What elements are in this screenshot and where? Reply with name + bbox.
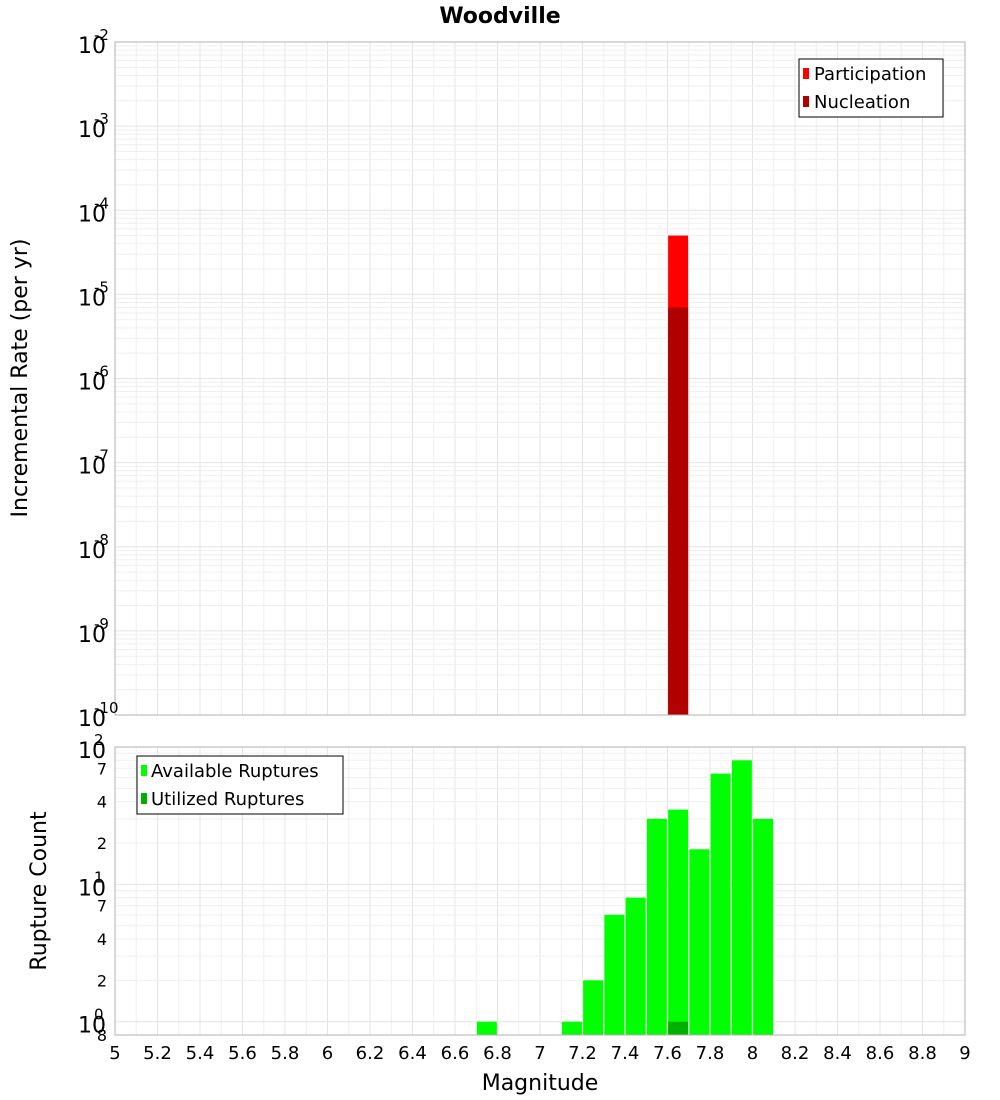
x-tick-label: 8.8 (908, 1043, 937, 1064)
top-y-axis-label: Incremental Rate (per yr) (8, 239, 33, 518)
bottom-y-minor-tick-label: 8 (97, 1026, 107, 1045)
top-y-tick-label: 10 (78, 286, 106, 311)
legend-label-available: Available Ruptures (151, 761, 319, 782)
bar-available-ruptures (476, 1021, 497, 1035)
bottom-y-tick-exponent: 1 (94, 868, 104, 886)
x-tick-label: 7.8 (696, 1043, 725, 1064)
bottom-bars (476, 760, 774, 1035)
bar-available-ruptures (753, 818, 774, 1035)
top-y-tick-exponent: -9 (94, 615, 109, 633)
x-tick-label: 7.4 (611, 1043, 640, 1064)
legend-swatch-available (141, 765, 147, 776)
bottom-y-tick-label: 10 (78, 739, 106, 764)
bottom-y-minor-tick-label: 7 (97, 897, 107, 916)
top-y-tick-exponent: -3 (94, 110, 109, 128)
top-y-tick-label: 10 (78, 34, 106, 59)
chart-title: Woodville (439, 4, 560, 29)
x-tick-label: 5.4 (186, 1043, 215, 1064)
bar-available-ruptures (646, 818, 667, 1035)
bar-available-ruptures (710, 773, 731, 1035)
bottom-plot-area (114, 746, 966, 1036)
x-tick-label: 6.4 (398, 1043, 427, 1064)
x-tick-label: 5 (109, 1043, 120, 1064)
x-tick-label: 6.2 (356, 1043, 385, 1064)
x-tick-label: 8 (747, 1043, 758, 1064)
bottom-y-minor-tick-label: 4 (97, 930, 107, 949)
bottom-y-tick-label: 10 (78, 1014, 106, 1039)
bar-available-ruptures (625, 897, 646, 1035)
legend-label-utilized: Utilized Ruptures (151, 789, 304, 810)
x-tick-label: 7.2 (568, 1043, 597, 1064)
x-tick-label: 7.6 (653, 1043, 682, 1064)
bottom-legend: Available Ruptures Utilized Ruptures (136, 755, 344, 815)
top-y-tick-exponent: -6 (94, 363, 109, 381)
top-gridlines (114, 42, 966, 716)
top-y-tick-exponent: -4 (94, 194, 109, 212)
x-tick-label: 8.2 (781, 1043, 810, 1064)
top-y-tick-exponent: -7 (94, 447, 109, 465)
x-tick-label: 8.6 (866, 1043, 895, 1064)
legend-swatch-utilized (141, 793, 147, 804)
top-y-tick-exponent: -10 (94, 699, 119, 717)
x-tick-label: 7 (534, 1043, 545, 1064)
bottom-y-minor-tick-label: 2 (97, 834, 107, 853)
top-y-tick-exponent: -5 (94, 278, 109, 296)
legend-label-nucleation: Nucleation (814, 92, 910, 113)
top-bars (668, 235, 689, 715)
x-tick-label: 6.8 (483, 1043, 512, 1064)
legend-swatch-participation (803, 68, 809, 79)
bar-nucleation (668, 307, 689, 715)
x-tick-label: 6 (322, 1043, 333, 1064)
bottom-legend-box (136, 755, 344, 815)
bar-available-ruptures (731, 760, 752, 1035)
top-y-tick-label: 10 (78, 455, 106, 480)
top-y-tick-label: 10 (78, 202, 106, 227)
bottom-y-minor-tick-label: 2 (97, 971, 107, 990)
top-plot-area (114, 41, 966, 716)
x-axis-label: Magnitude (482, 1071, 599, 1096)
bottom-y-tick-exponent: 2 (94, 731, 104, 749)
bottom-y-minor-tick-label: 4 (97, 793, 107, 812)
top-legend: Participation Nucleation (798, 58, 944, 118)
top-legend-box (798, 58, 944, 118)
x-tick-label: 6.6 (441, 1043, 470, 1064)
top-y-ticks: 10-210-310-410-510-610-710-810-910-10 (78, 26, 119, 732)
legend-swatch-nucleation (803, 96, 809, 107)
x-tick-label: 5.2 (143, 1043, 172, 1064)
x-tick-label: 5.8 (271, 1043, 300, 1064)
bottom-y-axis-label: Rupture Count (27, 811, 52, 971)
top-y-tick-exponent: -8 (94, 531, 109, 549)
top-y-tick-exponent: -2 (94, 26, 109, 44)
bar-available-ruptures (583, 980, 604, 1035)
top-y-tick-label: 10 (78, 371, 106, 396)
top-y-tick-label: 10 (78, 539, 106, 564)
top-y-tick-label: 10 (78, 707, 106, 732)
bar-available-ruptures (689, 849, 710, 1035)
x-tick-label: 9 (959, 1043, 970, 1064)
legend-label-participation: Participation (814, 64, 926, 85)
bar-available-ruptures (604, 914, 625, 1035)
bottom-y-tick-label: 10 (78, 876, 106, 901)
x-tick-label: 5.6 (228, 1043, 257, 1064)
top-y-tick-label: 10 (78, 623, 106, 648)
bottom-y-minor-tick-label: 7 (97, 759, 107, 778)
top-y-tick-label: 10 (78, 118, 106, 143)
x-tick-label: 8.4 (823, 1043, 852, 1064)
bar-available-ruptures (561, 1021, 582, 1035)
bar-utilized-ruptures (668, 1021, 689, 1035)
bar-available-ruptures (668, 809, 689, 1035)
x-ticks: 5 5.2 5.4 5.6 5.8 6 6.2 6.4 6.6 6.8 7 7.2 7.4 7.6 7.8 8… (109, 1043, 970, 1064)
bottom-y-tick-exponent: 0 (94, 1006, 104, 1024)
